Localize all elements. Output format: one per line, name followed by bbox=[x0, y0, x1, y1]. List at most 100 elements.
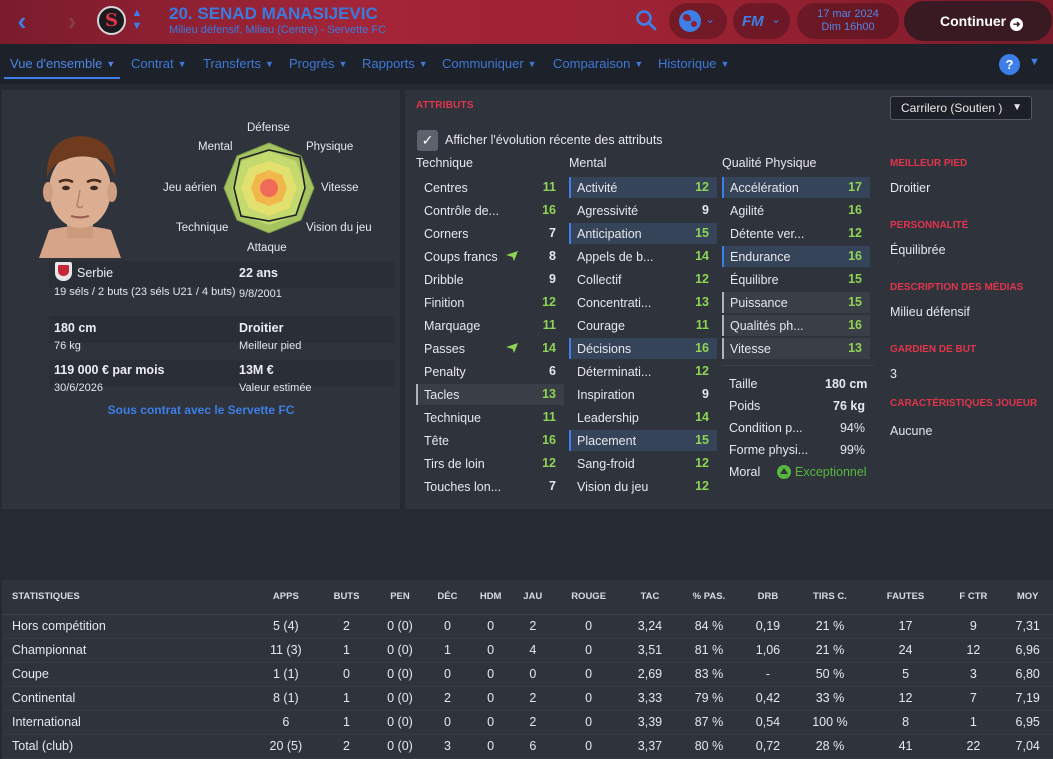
attribute-row[interactable]: Coups francs 8 bbox=[416, 246, 564, 267]
attribute-row[interactable]: Finition 12 bbox=[416, 292, 564, 313]
back-arrow-icon[interactable]: ‹ bbox=[17, 6, 27, 36]
attribute-row[interactable]: Appels de b... 14 bbox=[569, 246, 717, 267]
attribute-row[interactable]: Penalty 6 bbox=[416, 361, 564, 382]
attribute-row[interactable]: Anticipation 15 bbox=[569, 223, 717, 244]
tab-contract[interactable]: Contrat ▼ bbox=[131, 56, 187, 71]
tab-overview[interactable]: Vue d'ensemble ▼ bbox=[10, 56, 115, 71]
attribute-row[interactable]: Leadership 14 bbox=[569, 407, 717, 428]
attribute-row[interactable]: Équilibre 15 bbox=[722, 269, 870, 290]
attribute-row[interactable]: Passes 14 bbox=[416, 338, 564, 359]
attribute-row[interactable]: Activité 12 bbox=[569, 177, 717, 198]
chevron-down-icon: ▼ bbox=[338, 59, 348, 69]
player-subtitle[interactable]: Milieu défensif, Milieu (Centre) - Serve… bbox=[169, 24, 387, 36]
search-icon[interactable] bbox=[634, 8, 658, 32]
stat-cell: 80 % bbox=[675, 734, 743, 759]
attribute-name: Accélération bbox=[730, 181, 799, 195]
tab-communicate[interactable]: Communiquer ▼ bbox=[442, 56, 537, 71]
tab-history[interactable]: Historique ▼ bbox=[658, 56, 729, 71]
attribute-row[interactable]: Déterminati... 12 bbox=[569, 361, 717, 382]
wage-block[interactable]: 119 000 € par mois 30/6/2026 bbox=[54, 363, 165, 394]
attribute-value: 17 bbox=[848, 180, 862, 194]
table-row[interactable]: Coupe 1 (1) 0 0 (0) 0 0 0 0 2,69 83 % -50 % 5 3 6,80 bbox=[2, 662, 1053, 687]
column-header[interactable]: HDM bbox=[468, 580, 514, 615]
attribute-row[interactable]: Tête 16 bbox=[416, 430, 564, 451]
chevron-down-icon[interactable]: ▼ bbox=[131, 20, 143, 32]
player-traits-value: Aucune bbox=[890, 424, 933, 438]
contract-club-link[interactable]: Sous contrat avec le Servette FC bbox=[107, 403, 295, 417]
continue-button[interactable]: Continuer ➜ bbox=[904, 1, 1052, 41]
role-dropdown[interactable]: Carrilero (Soutien ) ▼ bbox=[890, 96, 1032, 120]
tab-reports[interactable]: Rapports ▼ bbox=[362, 56, 428, 71]
table-row[interactable]: International 6 1 0 (0) 0 0 2 0 3,39 87 % 0,54 100 … bbox=[2, 710, 1053, 735]
attribute-row[interactable]: Contrôle de... 16 bbox=[416, 200, 564, 221]
attribute-row[interactable]: Touches lon... 7 bbox=[416, 476, 564, 497]
attribute-value: 13 bbox=[542, 387, 556, 401]
tab-progress[interactable]: Progrès ▼ bbox=[289, 56, 347, 71]
attribute-row[interactable]: Corners 7 bbox=[416, 223, 564, 244]
fm-menu-button[interactable]: FM ⌄ bbox=[733, 3, 790, 39]
attribute-row[interactable]: Accélération 17 bbox=[722, 177, 870, 198]
table-row[interactable]: Total (club) 20 (5) 2 0 (0) 3 0 6 0 3,37 80 % 0,72… bbox=[2, 734, 1053, 759]
attribute-row[interactable]: Tacles 13 bbox=[416, 384, 564, 405]
column-header[interactable]: TAC bbox=[624, 580, 676, 615]
attribute-row[interactable]: Décisions 16 bbox=[569, 338, 717, 359]
attribute-row[interactable]: Marquage 11 bbox=[416, 315, 564, 336]
help-icon[interactable]: ? bbox=[999, 54, 1020, 75]
column-header[interactable]: FAUTES bbox=[866, 580, 945, 615]
attribute-row[interactable]: Tirs de loin 12 bbox=[416, 453, 564, 474]
attribute-row[interactable]: Détente ver... 12 bbox=[722, 223, 870, 244]
nation-block[interactable]: Serbie bbox=[77, 266, 113, 280]
evolution-checkbox-label[interactable]: Afficher l'évolution récente des attribu… bbox=[445, 133, 663, 147]
attribute-row[interactable]: Endurance 16 bbox=[722, 246, 870, 267]
table-row[interactable]: Hors compétition 5 (4) 2 0 (0) 0 0 2 0 3,24 84 % 0… bbox=[2, 614, 1053, 639]
column-header[interactable]: DRB bbox=[742, 580, 794, 615]
table-row[interactable]: Continental 8 (1) 1 0 (0) 2 0 2 0 3,33 79 % 0,42 33… bbox=[2, 686, 1053, 711]
column-header[interactable]: PEN bbox=[373, 580, 427, 615]
world-menu-button[interactable]: ⌄ bbox=[669, 3, 727, 39]
nation-flag-icon[interactable] bbox=[55, 262, 72, 281]
table-row[interactable]: Championnat 11 (3) 1 0 (0) 1 0 4 0 3,51 81 % 1,06 2… bbox=[2, 638, 1053, 663]
attribute-row[interactable]: Agilité 16 bbox=[722, 200, 870, 221]
attribute-radar-chart[interactable] bbox=[220, 139, 318, 237]
attribute-row[interactable]: Collectif 12 bbox=[569, 269, 717, 290]
continue-label: Continuer bbox=[940, 13, 1007, 29]
attribute-row[interactable]: Dribble 9 bbox=[416, 269, 564, 290]
column-header[interactable]: F CTR bbox=[944, 580, 1003, 615]
attribute-row[interactable]: Centres 11 bbox=[416, 177, 564, 198]
column-header[interactable]: TIRS C. bbox=[793, 580, 867, 615]
column-header[interactable]: DÉC bbox=[426, 580, 469, 615]
attribute-row[interactable]: Puissance 15 bbox=[722, 292, 870, 313]
column-header[interactable]: ROUGE bbox=[552, 580, 625, 615]
chevron-down-icon: ▼ bbox=[106, 59, 116, 69]
stat-cell: - bbox=[742, 662, 794, 687]
tab-label: Contrat bbox=[131, 56, 174, 71]
forward-arrow-icon[interactable]: › bbox=[67, 6, 77, 36]
tab-transfers[interactable]: Transferts ▼ bbox=[203, 56, 274, 71]
evolution-checkbox[interactable]: ✓ bbox=[417, 130, 438, 151]
attribute-row[interactable]: Courage 11 bbox=[569, 315, 717, 336]
date-display[interactable]: 17 mar 2024 Dim 16h00 bbox=[797, 3, 899, 39]
stat-cell: 6 bbox=[513, 734, 553, 759]
column-header[interactable]: JAU bbox=[513, 580, 553, 615]
attribute-row[interactable]: Agressivité 9 bbox=[569, 200, 717, 221]
column-header[interactable]: BUTS bbox=[319, 580, 374, 615]
chevron-down-icon[interactable]: ▼ bbox=[1029, 56, 1040, 68]
attribute-row[interactable]: Vision du jeu 12 bbox=[569, 476, 717, 497]
column-header[interactable]: MOY bbox=[1002, 580, 1053, 615]
club-crest[interactable]: S bbox=[97, 6, 126, 35]
personality-value[interactable]: Équilibrée bbox=[890, 243, 946, 257]
tab-comparison[interactable]: Comparaison ▼ bbox=[553, 56, 643, 71]
attribute-row[interactable]: Technique 11 bbox=[416, 407, 564, 428]
attribute-row[interactable]: Vitesse 13 bbox=[722, 338, 870, 359]
chevron-up-icon[interactable]: ▲ bbox=[131, 7, 143, 19]
morale-value[interactable]: Exceptionnel bbox=[795, 465, 867, 479]
attribute-row[interactable]: Concentrati... 13 bbox=[569, 292, 717, 313]
attribute-row[interactable]: Qualités ph... 16 bbox=[722, 315, 870, 336]
column-header[interactable]: STATISTIQUES bbox=[2, 580, 252, 615]
attribute-row[interactable]: Inspiration 9 bbox=[569, 384, 717, 405]
attribute-row[interactable]: Placement 15 bbox=[569, 430, 717, 451]
column-header[interactable]: % PAS. bbox=[675, 580, 743, 615]
attribute-row[interactable]: Sang-froid 12 bbox=[569, 453, 717, 474]
column-header[interactable]: APPS bbox=[252, 580, 320, 615]
player-switcher[interactable]: ▲ ▼ bbox=[131, 7, 143, 35]
